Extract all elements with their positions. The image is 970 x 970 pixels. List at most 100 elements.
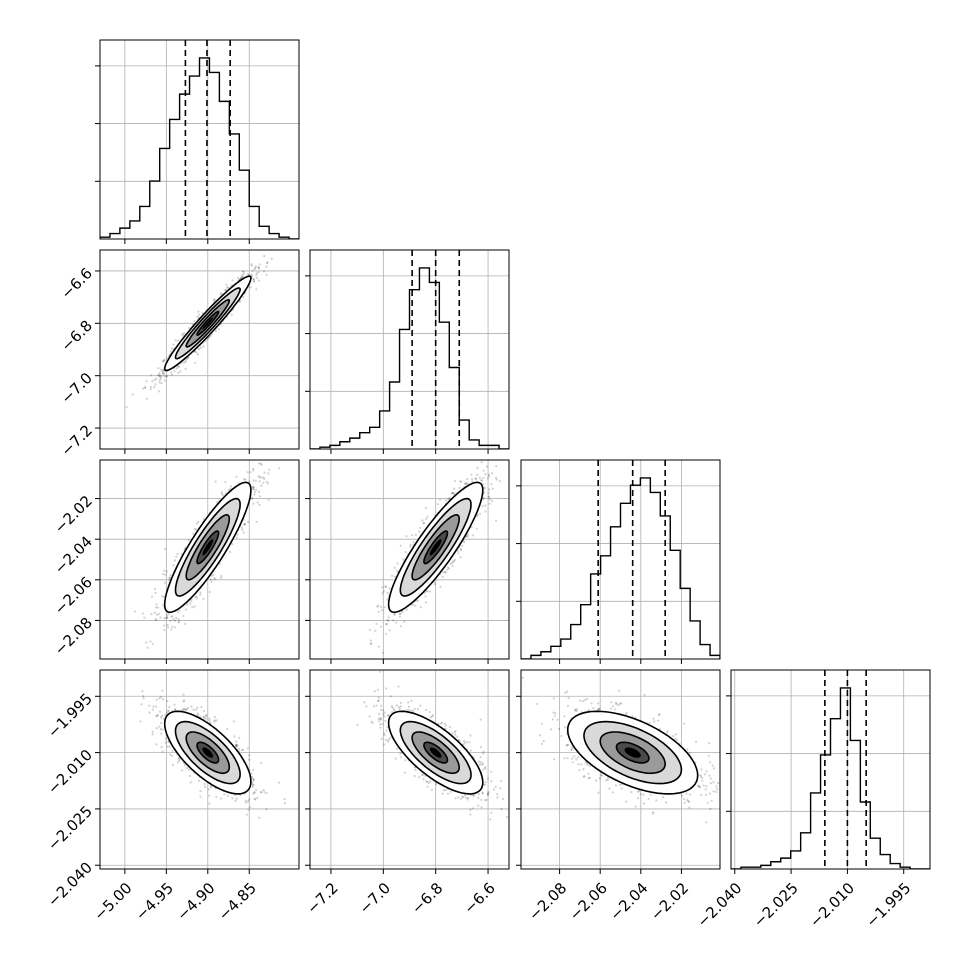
scatter-point — [163, 379, 166, 382]
scatter-point — [202, 597, 205, 601]
scatter-point — [385, 623, 388, 626]
scatter-point — [242, 275, 245, 278]
scatter-point — [476, 467, 479, 470]
scatter-point — [399, 544, 402, 547]
scatter-point — [156, 374, 159, 377]
scatter-point — [241, 748, 244, 751]
scatter-point — [374, 629, 377, 632]
scatter-point — [142, 697, 145, 700]
scatter-point — [377, 645, 380, 648]
scatter-point — [258, 462, 261, 465]
scatter-point — [465, 535, 468, 538]
scatter-point — [184, 622, 187, 626]
scatter-point — [196, 315, 199, 318]
scatter-point — [187, 356, 190, 359]
scatter-point — [208, 719, 211, 722]
density-peak — [202, 317, 214, 330]
scatter-point — [219, 576, 223, 580]
scatter-point — [422, 522, 425, 525]
scatter-point — [463, 541, 466, 544]
scatter-point — [202, 517, 205, 521]
corner-plot-root: −7.2−7.0−6.8−6.6−2.08−2.06−2.04−2.02−5.0… — [44, 39, 931, 931]
scatter-point — [244, 522, 247, 526]
scatter-point — [492, 456, 494, 458]
scatter-point — [451, 561, 454, 565]
scatter-point — [487, 496, 491, 499]
scatter-point — [488, 488, 491, 491]
scatter-point — [170, 347, 173, 350]
scatter-point — [453, 492, 456, 495]
scatter-point — [214, 330, 217, 333]
scatter-point — [266, 262, 269, 265]
scatter-point — [263, 477, 266, 480]
contour-line — [174, 287, 241, 360]
scatter-point — [252, 278, 255, 281]
scatter-point — [160, 732, 163, 735]
scatter-point — [242, 523, 246, 526]
scatter-point — [481, 498, 485, 501]
scatter-point — [215, 501, 219, 504]
scatter-point — [257, 475, 260, 478]
scatter-point — [235, 743, 238, 746]
scatter-point — [254, 479, 257, 482]
scatter-point — [178, 759, 181, 762]
scatter-point — [476, 515, 479, 518]
scatter-point — [252, 280, 256, 283]
scatter-point — [451, 492, 454, 495]
scatter-point — [381, 609, 384, 612]
scatter-point — [258, 476, 261, 479]
scatter-point — [379, 625, 382, 628]
scatter-point — [171, 615, 174, 618]
scatter-point — [228, 551, 232, 554]
scatter-point — [459, 547, 463, 551]
scatter-point — [386, 598, 389, 601]
scatter-point — [418, 530, 421, 533]
scatter-point — [208, 802, 211, 805]
scatter-point — [252, 485, 255, 488]
scatter-point — [162, 373, 165, 376]
scatter-point — [259, 462, 262, 465]
scatter-point — [155, 619, 158, 622]
scatter-point — [196, 714, 200, 717]
scatter-point — [165, 375, 168, 378]
scatter-point — [263, 254, 266, 258]
scatter-point — [199, 795, 202, 798]
panel-1-1 — [305, 249, 510, 454]
scatter-point — [197, 310, 200, 313]
scatter-point — [484, 473, 487, 476]
scatter-point — [201, 311, 204, 314]
scatter-point — [204, 340, 207, 343]
scatter-point — [177, 365, 180, 368]
scatter-point — [488, 498, 491, 501]
scatter-point — [166, 616, 169, 619]
scatter-point — [385, 623, 388, 626]
scatter-point — [213, 577, 216, 580]
scatter-point — [404, 551, 407, 554]
scatter-point — [447, 498, 450, 501]
scatter-point — [172, 618, 175, 621]
scatter-point — [258, 480, 261, 483]
scatter-point — [426, 589, 429, 593]
scatter-point — [425, 590, 428, 593]
scatter-point — [145, 641, 148, 644]
density-peak — [202, 539, 214, 556]
scatter-point — [165, 711, 169, 714]
contour-line — [399, 497, 472, 597]
scatter-point — [482, 469, 485, 472]
scatter-point — [268, 468, 271, 471]
scatter-point — [258, 279, 261, 282]
scatter-point — [240, 526, 243, 529]
scatter-point — [146, 646, 149, 649]
scatter-point — [195, 522, 198, 525]
scatter-point — [159, 727, 162, 731]
scatter-point — [195, 351, 198, 354]
scatter-point — [248, 480, 251, 483]
scatter-point — [209, 334, 212, 337]
scatter-point — [230, 313, 233, 316]
scatter-point — [474, 477, 477, 480]
scatter-point — [193, 320, 196, 323]
scatter-point — [247, 520, 250, 524]
contour-line — [163, 481, 252, 614]
scatter-point — [185, 766, 189, 770]
scatter-point — [259, 495, 262, 498]
